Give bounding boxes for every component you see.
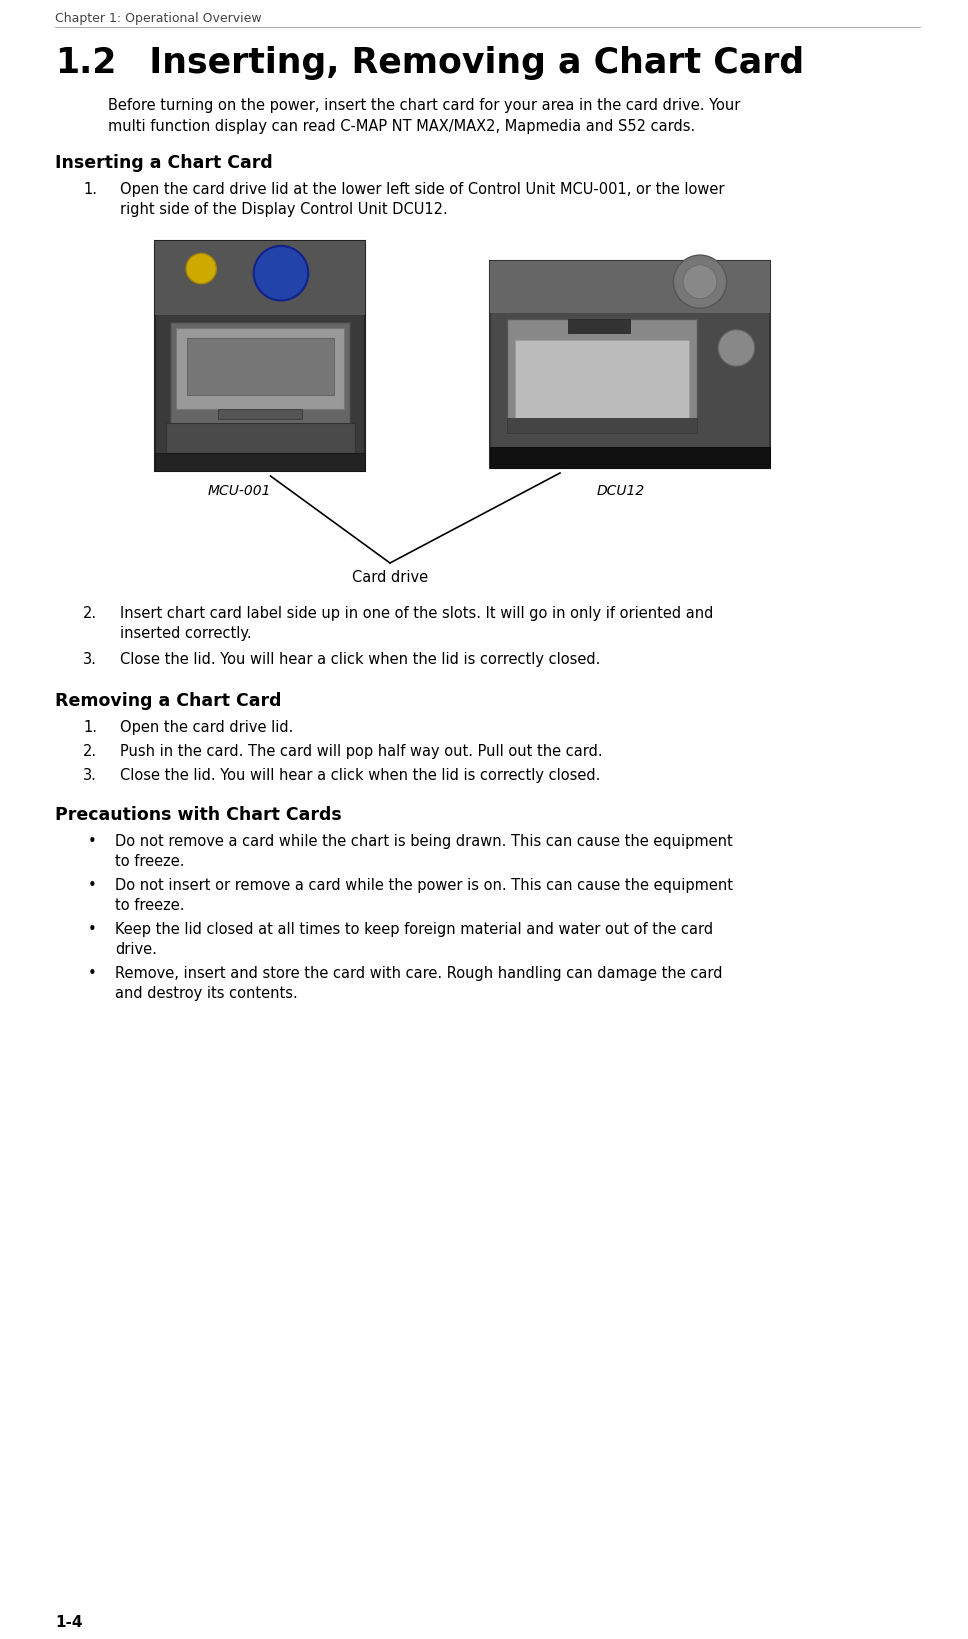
Text: 2.: 2. (83, 606, 97, 621)
Text: Inserting, Removing a Chart Card: Inserting, Removing a Chart Card (125, 46, 804, 80)
Text: Remove, insert and store the card with care. Rough handling can damage the card: Remove, insert and store the card with c… (115, 965, 722, 980)
Bar (218, 410, 302, 420)
Bar (169, 323, 350, 426)
Bar (155, 454, 365, 472)
Circle shape (186, 254, 216, 285)
Text: Card drive: Card drive (352, 570, 428, 585)
Text: MCU-001: MCU-001 (207, 484, 271, 498)
Text: 3.: 3. (83, 652, 97, 667)
Bar (166, 423, 354, 454)
Text: to freeze.: to freeze. (115, 854, 185, 869)
Text: Open the card drive lid at the lower left side of Control Unit MCU-001, or the l: Open the card drive lid at the lower lef… (120, 182, 724, 197)
Text: Before turning on the power, insert the chart card for your area in the card dri: Before turning on the power, insert the … (108, 98, 741, 113)
Bar (507, 420, 697, 434)
Bar (490, 262, 770, 469)
Text: to freeze.: to freeze. (115, 898, 185, 913)
Bar (155, 243, 365, 472)
Text: Do not remove a card while the chart is being drawn. This can cause the equipmen: Do not remove a card while the chart is … (115, 834, 733, 849)
Text: 2.: 2. (83, 744, 97, 759)
Text: Open the card drive lid.: Open the card drive lid. (120, 720, 293, 734)
Text: Do not insert or remove a card while the power is on. This can cause the equipme: Do not insert or remove a card while the… (115, 877, 733, 893)
Text: and destroy its contents.: and destroy its contents. (115, 985, 298, 1000)
Text: •: • (88, 921, 97, 936)
Circle shape (254, 247, 308, 302)
Text: Precautions with Chart Cards: Precautions with Chart Cards (55, 805, 342, 823)
Text: Close the lid. You will hear a click when the lid is correctly closed.: Close the lid. You will hear a click whe… (120, 652, 600, 667)
Bar (187, 338, 334, 397)
Bar (490, 262, 770, 313)
Text: 3.: 3. (83, 767, 97, 782)
Bar (568, 320, 630, 334)
Text: Chapter 1: Operational Overview: Chapter 1: Operational Overview (55, 11, 261, 25)
Text: drive.: drive. (115, 941, 157, 957)
Text: •: • (88, 965, 97, 980)
Text: Keep the lid closed at all times to keep foreign material and water out of the c: Keep the lid closed at all times to keep… (115, 921, 713, 936)
Circle shape (674, 256, 727, 310)
Text: Insert chart card label side up in one of the slots. It will go in only if orien: Insert chart card label side up in one o… (120, 606, 713, 621)
Text: 1-4: 1-4 (55, 1614, 82, 1629)
Text: Removing a Chart Card: Removing a Chart Card (55, 692, 282, 710)
Bar (155, 243, 365, 315)
Text: 1.: 1. (83, 720, 97, 734)
Text: inserted correctly.: inserted correctly. (120, 626, 252, 641)
Text: •: • (88, 834, 97, 849)
Text: 1.: 1. (83, 182, 97, 197)
Text: right side of the Display Control Unit DCU12.: right side of the Display Control Unit D… (120, 202, 448, 216)
Bar (507, 320, 697, 434)
Circle shape (718, 331, 755, 367)
Text: multi function display can read C-MAP NT MAX/MAX2, Mapmedia and S52 cards.: multi function display can read C-MAP NT… (108, 120, 695, 134)
Text: Inserting a Chart Card: Inserting a Chart Card (55, 154, 273, 172)
Bar (176, 329, 344, 410)
Text: Close the lid. You will hear a click when the lid is correctly closed.: Close the lid. You will hear a click whe… (120, 767, 600, 782)
Text: •: • (88, 877, 97, 893)
Text: DCU12: DCU12 (596, 484, 645, 498)
Bar (515, 341, 689, 420)
Bar (490, 447, 770, 469)
Text: Push in the card. The card will pop half way out. Pull out the card.: Push in the card. The card will pop half… (120, 744, 603, 759)
Circle shape (683, 266, 716, 300)
Text: 1.2: 1.2 (55, 46, 116, 80)
